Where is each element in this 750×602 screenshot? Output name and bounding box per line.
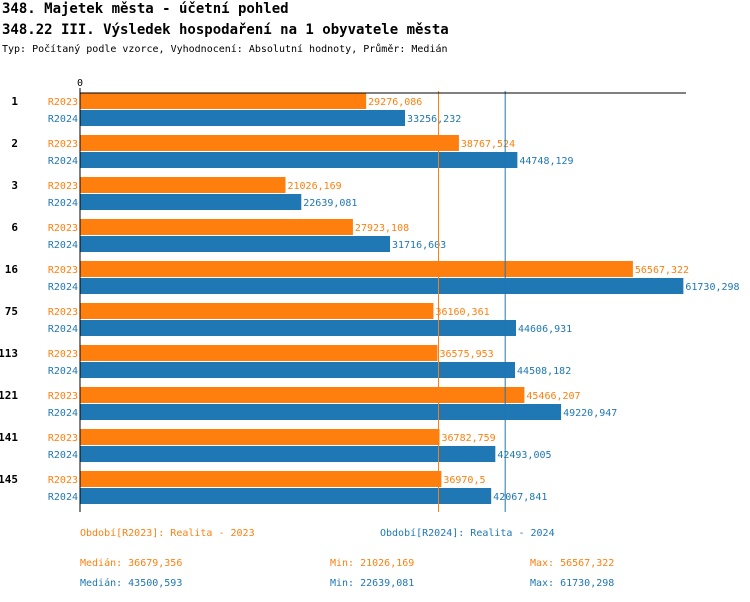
value-label: 29276,086 [368,97,422,108]
axis-zero-label: 0 [77,78,83,89]
series-label: R2024 [48,198,78,209]
bar [80,471,442,487]
value-label: 42067,841 [493,492,547,503]
bar-chart: 0 1 R2023 29276,086 R2024 33256,232 2 R2023 3876… [0,78,740,512]
value-label: 61730,298 [685,282,739,293]
bar [80,177,286,193]
series-label: R2023 [48,223,78,234]
bar [80,93,367,109]
chart-title: 348. Majetek města - účetní pohled [2,1,289,17]
bar [80,135,459,151]
legend-r2023-period: Období[R2023]: Realita - 2023 [80,528,255,539]
series-label: R2023 [48,97,78,108]
category-label: 2 [11,137,18,150]
series-label: R2023 [48,139,78,150]
bar [80,152,518,168]
series-label: R2024 [48,156,78,167]
bar [80,236,391,252]
value-label: 56567,322 [635,265,689,276]
category-label: 141 [0,431,18,444]
bar [80,362,516,378]
bar [80,261,633,277]
series-label: R2024 [48,366,78,377]
bar [80,278,684,294]
value-label: 33256,232 [407,114,461,125]
legend-r2024-max: Max: 61730,298 [530,578,615,589]
category-label: 3 [11,179,18,192]
value-label: 36782,759 [442,433,496,444]
category-label: 16 [5,263,19,276]
legend-r2023-max: Max: 56567,322 [530,558,615,569]
series-label: R2023 [48,181,78,192]
series-label: R2023 [48,307,78,318]
value-label: 45466,207 [526,391,580,402]
bar [80,320,516,336]
bar [80,303,434,319]
category-label: 6 [11,221,18,234]
legend-r2023-min: Min: 21026,169 [330,558,415,569]
bar [80,488,492,504]
bar [80,404,562,420]
series-label: R2023 [48,349,78,360]
value-label: 44606,931 [518,324,572,335]
bar [80,387,525,403]
value-label: 38767,524 [461,139,515,150]
legend-r2023-median: Medián: 36679,356 [80,558,183,569]
bar [80,446,496,462]
value-label: 36970,5 [443,475,485,486]
bar [80,345,438,361]
category-label: 145 [0,473,18,486]
legend-r2024-period: Období[R2024]: Realita - 2024 [380,528,555,539]
series-label: R2023 [48,265,78,276]
series-label: R2024 [48,282,78,293]
bar [80,110,406,126]
series-label: R2024 [48,324,78,335]
value-label: 44508,182 [517,366,571,377]
category-label: 113 [0,347,18,360]
legend-r2024-median: Medián: 43500,593 [80,578,183,589]
value-label: 22639,081 [303,198,357,209]
legend-r2024-min: Min: 22639,081 [330,578,415,589]
value-label: 49220,947 [563,408,617,419]
series-label: R2023 [48,391,78,402]
chart-type-line: Typ: Počítaný podle vzorce, Vyhodnocení:… [2,44,448,55]
bar [80,429,440,445]
value-label: 21026,169 [288,181,342,192]
value-label: 27923,108 [355,223,409,234]
series-label: R2024 [48,240,78,251]
category-label: 121 [0,389,18,402]
category-label: 1 [11,95,18,108]
value-label: 36160,361 [435,307,489,318]
bar [80,194,302,210]
value-label: 36575,953 [440,349,494,360]
value-label: 31716,603 [392,240,446,251]
value-label: 44748,129 [519,156,573,167]
series-label: R2023 [48,433,78,444]
series-label: R2024 [48,114,78,125]
category-label: 75 [5,305,18,318]
value-label: 42493,005 [497,450,551,461]
series-label: R2024 [48,408,78,419]
bar [80,219,353,235]
series-label: R2024 [48,450,78,461]
series-label: R2023 [48,475,78,486]
series-label: R2024 [48,492,78,503]
chart-subtitle: 348.22 III. Výsledek hospodaření na 1 ob… [2,22,449,38]
